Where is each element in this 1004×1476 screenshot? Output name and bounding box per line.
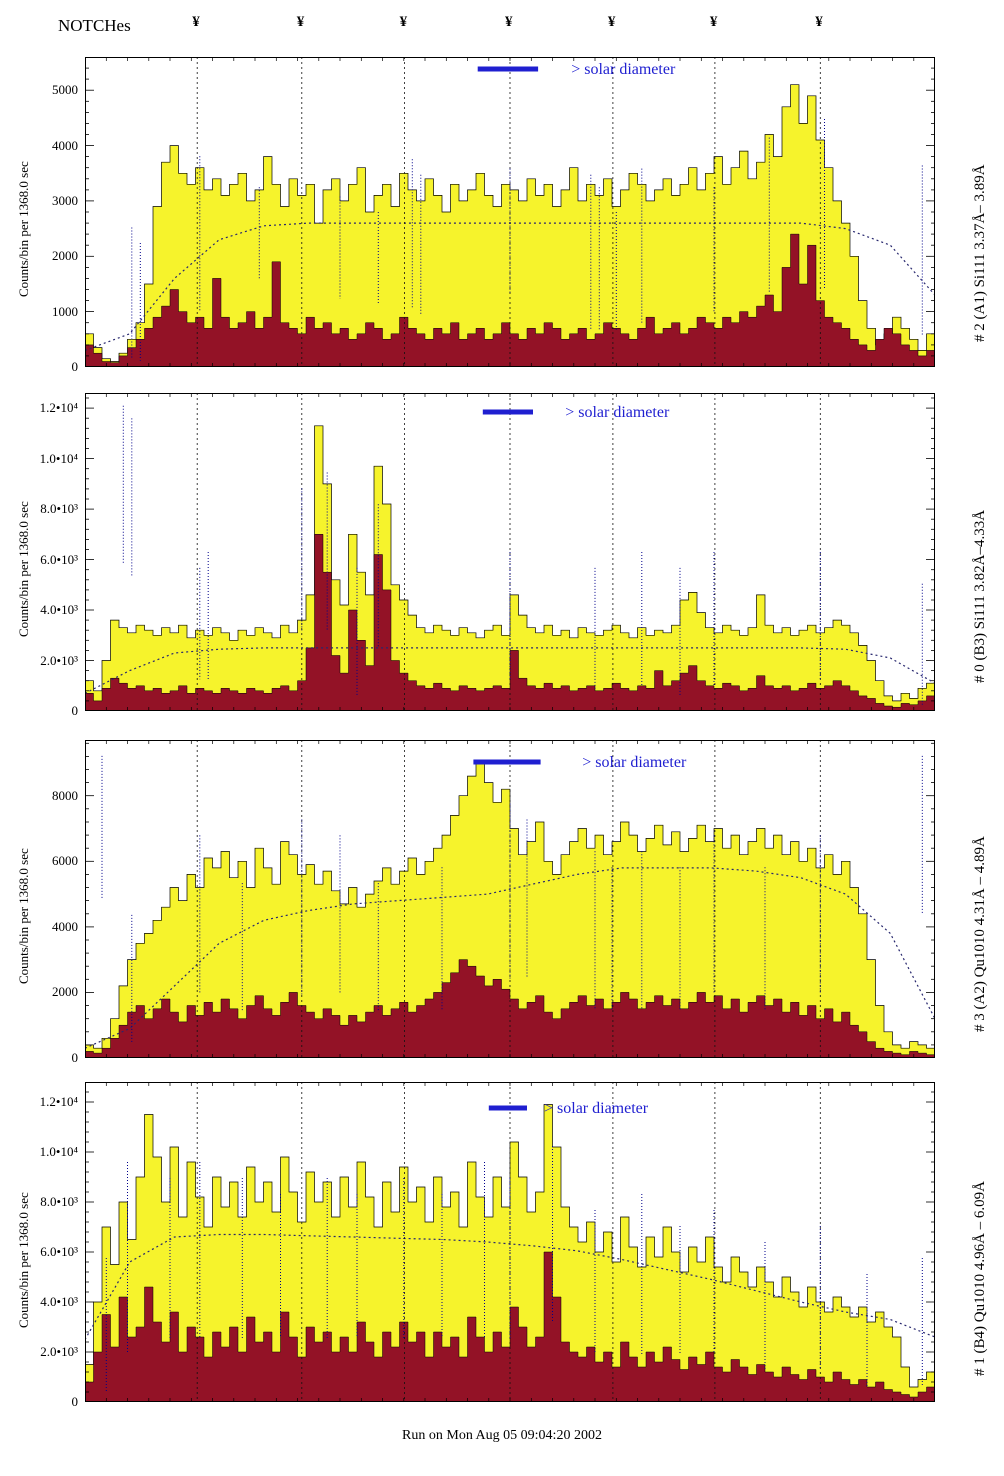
y-tick-label: 6.0•10³ (40, 551, 78, 567)
y-tick-label: 4000 (52, 918, 78, 934)
solar-diameter-label: > solar diameter (571, 61, 676, 78)
notch-symbol: ¥ (709, 14, 718, 30)
y-tick-label: 6.0•10³ (40, 1244, 78, 1259)
y-axis-label: Counts/bin per 1368.0 sec (16, 161, 31, 297)
panel-title: # 1 (B4) Qu1010 4.96Å – 6.09Å (972, 1181, 988, 1376)
run-timestamp: Run on Mon Aug 05 09:04:20 2002 (402, 1428, 602, 1443)
y-tick-label: 1000 (52, 303, 78, 319)
notch-symbol: ¥ (815, 14, 823, 30)
panel-2: Counts/bin per 1368.0 sec > solar diamet… (0, 393, 1004, 718)
panel-1: Counts/bin per 1368.0 sec > solar diamet… (0, 57, 1004, 374)
background-histogram (85, 959, 935, 1058)
notch-symbol: ¥ (192, 14, 200, 30)
y-tick-label: 5000 (52, 82, 78, 98)
plot-area: > solar diameter (85, 740, 935, 1058)
y-tick-label: 4000 (52, 137, 78, 153)
y-tick-label: 2.0•10³ (40, 652, 78, 668)
y-tick-label: 2000 (52, 248, 78, 264)
solar-diameter-label: > solar diameter (565, 404, 670, 421)
plot-area: > solar diameter (85, 1082, 935, 1402)
y-tick-label: 1.2•10⁴ (39, 1094, 78, 1109)
panel-4: Counts/bin per 1368.0 sec > solar diamet… (0, 1082, 1004, 1409)
y-tick-label: 8.0•10³ (40, 501, 78, 517)
y-tick-label: 1.0•10⁴ (39, 450, 78, 466)
y-tick-label: 6000 (52, 853, 78, 869)
y-tick-label: 8000 (52, 787, 78, 803)
solar-diameter-label: > solar diameter (582, 754, 687, 771)
notches-label: NOTCHes (58, 16, 131, 35)
y-tick-label: 2.0•10³ (40, 1344, 78, 1359)
y-tick-label: 0 (71, 1394, 79, 1409)
y-tick-label: 1.0•10⁴ (39, 1144, 78, 1159)
y-tick-label: 8.0•10³ (40, 1194, 78, 1209)
model-curve (85, 647, 935, 694)
y-tick-label: 2000 (52, 984, 78, 1000)
y-tick-label: 4.0•10³ (40, 1294, 78, 1309)
y-tick-label: 0 (71, 359, 79, 374)
panel-3: Counts/bin per 1368.0 sec > solar diamet… (0, 740, 1004, 1065)
panel-title: # 2 (A1) Si111 3.37Å– 3.89Å (972, 164, 988, 342)
solar-diameter-label: > solar diameter (544, 1100, 649, 1117)
plot-area: > solar diameter (85, 57, 935, 367)
panel-title: # 3 (A2) Qu1010 4.31Å – 4.89Å (972, 836, 988, 1032)
notch-symbol: ¥ (296, 14, 305, 30)
notch-symbol: ¥ (399, 14, 408, 30)
panel-title: # 0 (B3) Si111 3.82Å–4.33Å (972, 509, 988, 683)
y-tick-label: 0 (71, 1050, 79, 1065)
y-tick-label: 4.0•10³ (40, 602, 78, 618)
y-tick-label: 3000 (52, 192, 78, 208)
notch-symbol: ¥ (607, 14, 616, 30)
model-curve (85, 867, 935, 1049)
plot-area: > solar diameter (85, 393, 935, 711)
y-tick-label: 0 (71, 703, 79, 718)
notch-symbol: ¥ (505, 14, 513, 30)
y-tick-label: 1.2•10⁴ (39, 400, 78, 416)
